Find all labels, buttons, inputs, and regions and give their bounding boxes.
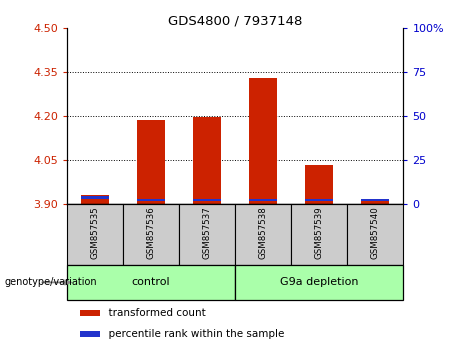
Bar bbox=[67, 204, 123, 264]
Bar bbox=[81, 196, 109, 199]
Bar bbox=[347, 204, 403, 264]
Bar bbox=[249, 199, 277, 201]
Text: percentile rank within the sample: percentile rank within the sample bbox=[102, 329, 284, 339]
Bar bbox=[361, 200, 390, 204]
Bar bbox=[361, 199, 390, 201]
Bar bbox=[137, 199, 165, 201]
Bar bbox=[305, 165, 333, 204]
Text: control: control bbox=[132, 278, 170, 287]
Bar bbox=[123, 204, 179, 264]
Bar bbox=[67, 264, 235, 300]
Text: GSM857540: GSM857540 bbox=[371, 206, 380, 259]
Bar bbox=[81, 195, 109, 204]
Bar bbox=[80, 310, 100, 316]
Bar bbox=[235, 204, 291, 264]
Bar bbox=[137, 120, 165, 204]
Bar bbox=[193, 117, 221, 204]
Bar bbox=[235, 264, 403, 300]
Text: GSM857537: GSM857537 bbox=[202, 206, 212, 259]
Text: genotype/variation: genotype/variation bbox=[5, 278, 97, 287]
Text: GSM857536: GSM857536 bbox=[147, 206, 155, 259]
Text: G9a depletion: G9a depletion bbox=[280, 278, 359, 287]
Text: GSM857538: GSM857538 bbox=[259, 206, 268, 259]
Bar bbox=[193, 199, 221, 201]
Bar bbox=[291, 204, 347, 264]
Title: GDS4800 / 7937148: GDS4800 / 7937148 bbox=[168, 14, 302, 27]
Text: GSM857535: GSM857535 bbox=[90, 206, 100, 259]
Bar bbox=[179, 204, 235, 264]
Bar bbox=[80, 331, 100, 337]
Text: transformed count: transformed count bbox=[102, 308, 206, 318]
Bar bbox=[305, 199, 333, 201]
Text: GSM857539: GSM857539 bbox=[315, 206, 324, 258]
Bar bbox=[249, 78, 277, 204]
